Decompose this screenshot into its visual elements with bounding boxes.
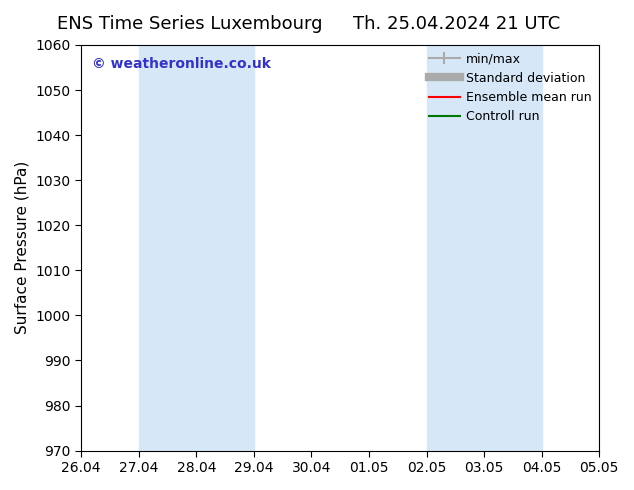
Y-axis label: Surface Pressure (hPa): Surface Pressure (hPa) xyxy=(15,161,30,334)
Text: ENS Time Series Luxembourg: ENS Time Series Luxembourg xyxy=(58,15,323,33)
Bar xyxy=(599,45,634,451)
Text: Th. 25.04.2024 21 UTC: Th. 25.04.2024 21 UTC xyxy=(353,15,560,33)
Text: © weatheronline.co.uk: © weatheronline.co.uk xyxy=(91,57,271,71)
Bar xyxy=(427,45,541,451)
Bar xyxy=(139,45,254,451)
Legend: min/max, Standard deviation, Ensemble mean run, Controll run: min/max, Standard deviation, Ensemble me… xyxy=(424,48,597,128)
